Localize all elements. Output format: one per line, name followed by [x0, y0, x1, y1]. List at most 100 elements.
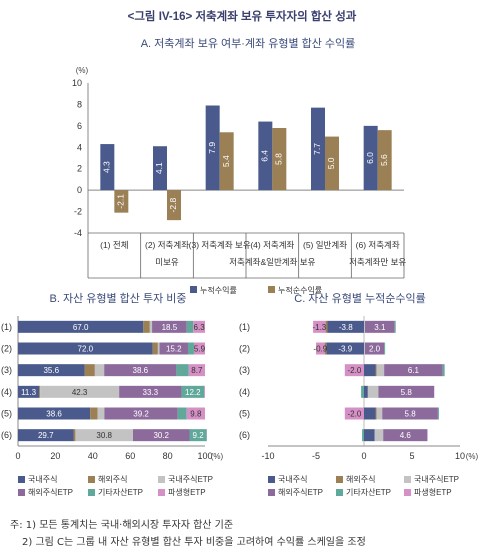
chart-c-xtick: 0	[361, 451, 366, 461]
chart-a-category-label: (6) 저축계좌	[356, 240, 400, 250]
chart-b-bar-segment	[39, 385, 41, 398]
chart-c-bar-segment	[364, 320, 365, 333]
chart-c-data-label: 3.1	[374, 323, 386, 332]
chart-b-legend-swatch	[88, 476, 95, 483]
chart-c-legend-label: 해외주식ETP	[278, 487, 323, 497]
chart-b-bar-segment	[177, 407, 187, 420]
chart-b-data-label: 9.8	[190, 410, 202, 419]
chart-b-bar-segment	[187, 342, 194, 355]
chart-c-data-label: -3.8	[339, 323, 353, 332]
chart-b-legend-label: 국내주식ETP	[168, 475, 213, 484]
chart-c-bar-segment	[344, 407, 364, 420]
chart-a-ytick: 6	[77, 121, 82, 131]
chart-a-bar	[219, 132, 234, 191]
chart-b-bar-segment	[143, 320, 150, 333]
chart-c-bar-segment	[316, 342, 325, 355]
chart-c-data-label: -1.3	[312, 323, 326, 332]
chart-a-bar	[363, 125, 378, 191]
chart-c-legend-swatch	[336, 476, 343, 483]
chart-a-ytick: 4	[77, 142, 82, 152]
chart-a-bar	[258, 121, 273, 191]
chart-a-category-label: (1) 전체	[100, 240, 128, 250]
chart-b-xtick: 40	[88, 451, 98, 461]
chart-b-legend-label: 국내주식	[28, 475, 57, 484]
chart-a-ylabel: (%)	[76, 66, 89, 75]
chart-c-bar-segment	[382, 407, 438, 420]
chart-c-xtick: 10	[455, 451, 465, 461]
chart-c-legend-label: 기타자산ETP	[346, 487, 391, 497]
chart-b-bar-segment	[84, 364, 95, 377]
chart-c-bar-segment	[364, 342, 365, 355]
chart-a-bar	[114, 190, 129, 213]
chart-b-bar-segment	[176, 364, 189, 377]
chart-a-ytick: 2	[77, 164, 82, 174]
chart-c-bar-segment	[375, 407, 377, 420]
chart-c-data-label: -2.0	[348, 366, 362, 375]
chart-b-bar-segment	[104, 407, 178, 420]
chart-a-data-label: 4.3	[102, 161, 112, 173]
chart-b-bar-segment	[186, 407, 205, 420]
chart-b-legend-label: 해외주식	[98, 474, 127, 484]
chart-c-data-label: 2.0	[369, 345, 381, 354]
chart-b-data-label: 6.3	[194, 323, 206, 332]
chart-b-bar-segment	[157, 342, 160, 355]
chart-c-bar-segment	[324, 342, 327, 355]
chart-b-xtick: 20	[50, 451, 60, 461]
chart-a-ytick: 10	[72, 78, 82, 88]
chart-a-bar	[377, 130, 392, 191]
chart-c-bar-segment	[327, 320, 364, 333]
chart-b: 0 20 40 60 80 100(%) (1) 67.0 18.5 6.3 (2) 72.0 15.2…	[1, 316, 224, 461]
chart-b-xtick: 100	[197, 451, 212, 461]
chart-b-legend-swatch	[88, 489, 95, 496]
chart-c-bar-segment	[384, 364, 443, 377]
chart-c-data-label: 5.8	[405, 410, 417, 419]
chart-c-data-label: -0.9	[313, 345, 327, 354]
chart-b-data-label: 12.2	[185, 388, 201, 397]
chart-c-xtick: 5	[409, 451, 414, 461]
chart-c-bar-segment	[364, 320, 395, 333]
chart-b-category-label: (6)	[1, 430, 12, 440]
chart-c-bar-segment	[364, 342, 385, 355]
chart-c-bar-segment	[374, 429, 384, 442]
chart-a: (%) -4 -2 0 2 4 6 8 10 4.3 -2.1 4.1 -2.8 7.9 5.4 6.4 5.8…	[72, 66, 406, 279]
chart-a-data-label: 7.7	[312, 143, 322, 155]
chart-c-data-label: 5.8	[401, 388, 413, 397]
chart-c-bar-segment	[361, 385, 364, 398]
chart-c-legend-label: 파생형ETP	[414, 487, 452, 497]
chart-c-xtick: -5	[312, 451, 320, 461]
chart-b-data-label: 9.2	[193, 431, 205, 440]
chart-c-bar-segment	[344, 364, 364, 377]
chart-b-data-label: 5.9	[194, 345, 206, 354]
chart-b-bar-segment	[18, 320, 144, 333]
chart-c-bar-segment	[378, 385, 435, 398]
chart-c-category-label: (2)	[239, 344, 250, 354]
chart-a-legend-swatch	[268, 286, 275, 293]
chart-b-title: B. 자산 유형별 합산 투자 비중	[50, 292, 187, 305]
chart-b-data-label: 15.2	[166, 345, 182, 354]
chart-a-legend-label: 누적수익률	[200, 285, 237, 295]
chart-b-bar-segment	[149, 320, 153, 333]
chart-c-legend-swatch	[268, 489, 275, 496]
chart-c-bar-segment	[364, 364, 376, 377]
chart-b-data-label: 33.3	[143, 388, 159, 397]
chart-c-bar-segment	[364, 429, 375, 442]
chart-b-bar-segment	[193, 342, 205, 355]
chart-b-data-label: 72.0	[78, 345, 94, 354]
chart-c-bar-segment	[325, 320, 328, 333]
chart-c-bar-segment	[367, 385, 379, 398]
chart-b-bar-segment	[181, 385, 205, 398]
chart-c-legend-swatch	[336, 489, 343, 496]
chart-a-data-label: 5.0	[326, 157, 336, 169]
chart-c-title: C. 자산 유형별 누적순수익률	[294, 292, 426, 305]
chart-a-ytick: -4	[74, 228, 82, 238]
chart-a-ytick: -2	[74, 207, 82, 217]
chart-a-bar	[153, 146, 167, 191]
chart-a-data-label: 7.9	[207, 142, 217, 154]
chart-b-bar-segment	[18, 385, 40, 398]
chart-c-bar-segment	[364, 385, 368, 398]
chart-b-bar-segment	[189, 429, 207, 442]
chart-b-bar-segment	[94, 364, 105, 377]
chart-c-bar-segment	[313, 320, 326, 333]
chart-a-category-label: (2) 저축계좌	[145, 240, 189, 250]
